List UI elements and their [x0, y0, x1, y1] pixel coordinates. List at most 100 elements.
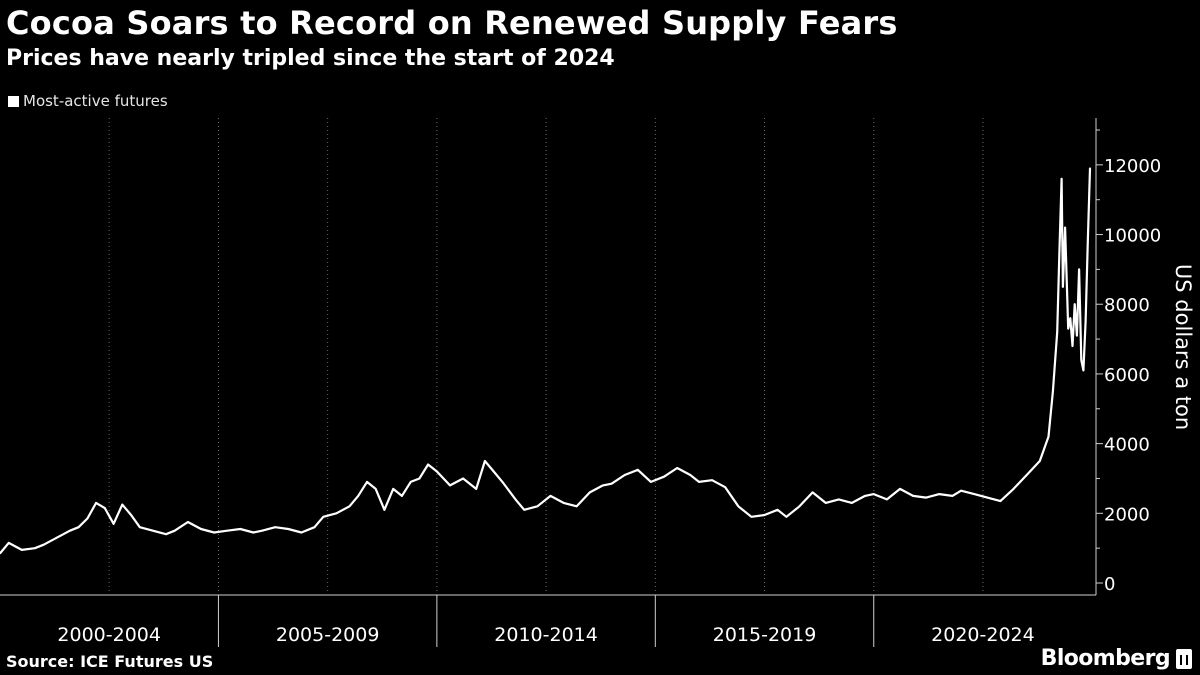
data-point — [650, 481, 652, 483]
data-point — [213, 531, 216, 534]
data-point — [636, 468, 639, 471]
chart-title: Cocoa Soars to Record on Renewed Supply … — [6, 4, 898, 42]
data-point — [575, 505, 578, 508]
data-point — [698, 481, 700, 483]
data-point — [401, 495, 403, 497]
data-point — [322, 515, 325, 518]
data-point — [239, 528, 242, 530]
bloomberg-terminal-icon — [1176, 648, 1192, 669]
data-point — [95, 502, 97, 504]
data-point — [960, 489, 962, 492]
data-point — [562, 502, 565, 504]
data-point — [514, 498, 517, 501]
data-point — [492, 470, 495, 473]
x-period-label: 2020-2024 — [931, 624, 1035, 646]
data-point — [1012, 488, 1015, 490]
data-point — [7, 542, 10, 544]
data-point — [112, 522, 115, 525]
x-period-label: 2005-2009 — [276, 624, 380, 646]
data-point — [811, 491, 814, 494]
data-point — [785, 515, 788, 518]
data-point — [837, 498, 840, 501]
y-tick-label: 6000 — [1104, 365, 1150, 386]
data-point — [851, 502, 853, 504]
data-point — [287, 528, 290, 530]
source-note: Source: ICE Futures US — [6, 652, 214, 671]
data-point — [1073, 303, 1076, 306]
data-point — [602, 484, 604, 487]
data-point — [549, 495, 552, 497]
data-point — [750, 515, 753, 518]
brand: Bloomberg — [1041, 646, 1192, 671]
data-point — [1052, 390, 1054, 393]
data-point — [1047, 435, 1050, 438]
data-point — [300, 531, 303, 534]
data-point — [951, 495, 954, 497]
data-point — [1084, 320, 1087, 323]
data-point — [689, 474, 692, 476]
axis-layer: 2000-2004 2005-2009 2010-2014 2015-2019 2020… — [0, 118, 1161, 647]
data-point — [1056, 331, 1059, 333]
data-point — [1067, 327, 1070, 330]
data-point — [1082, 369, 1085, 372]
data-point — [1071, 345, 1074, 347]
data-point — [1025, 474, 1028, 476]
data-point — [252, 531, 255, 534]
data-point — [872, 493, 875, 495]
data-point — [313, 526, 316, 529]
data-point — [436, 470, 438, 473]
data-point — [383, 508, 386, 511]
data-point — [418, 477, 421, 480]
data-point — [737, 505, 740, 508]
series-line-0 — [0, 168, 1092, 555]
data-point — [1060, 177, 1063, 180]
data-point — [427, 463, 429, 466]
data-point — [1064, 226, 1066, 229]
data-point — [475, 488, 478, 490]
data-point — [462, 477, 464, 480]
data-point — [374, 488, 377, 490]
data-point — [409, 481, 412, 483]
data-point — [999, 500, 1002, 502]
y-axis-label: US dollars a ton — [1171, 264, 1195, 430]
data-point — [912, 495, 914, 497]
data-point — [925, 496, 928, 499]
data-point — [103, 507, 106, 509]
data-point — [1069, 317, 1072, 320]
data-point — [536, 505, 539, 508]
data-point — [366, 481, 368, 483]
data-point — [864, 495, 866, 497]
data-point — [899, 488, 901, 490]
grid-layer — [108, 118, 984, 593]
x-period-label: 2000-2004 — [57, 624, 161, 646]
data-point — [121, 503, 124, 506]
data-point — [986, 496, 989, 499]
data-point — [0, 552, 1, 555]
y-tick-label: 2000 — [1104, 504, 1150, 525]
data-point — [886, 498, 888, 501]
data-point — [523, 508, 526, 511]
data-point — [824, 502, 827, 504]
data-point — [1058, 251, 1061, 253]
y-tick-label: 10000 — [1104, 226, 1161, 247]
data-point — [130, 514, 133, 516]
data-point — [357, 495, 360, 497]
data-point — [348, 505, 351, 508]
data-point — [1078, 268, 1080, 271]
data-point — [69, 529, 71, 532]
data-point — [200, 528, 202, 530]
data-point — [20, 549, 23, 551]
data-point — [187, 521, 189, 523]
data-point — [226, 529, 229, 532]
data-point — [1089, 167, 1091, 170]
legend-swatch — [8, 95, 19, 107]
data-point — [484, 460, 486, 462]
data-point — [1086, 240, 1089, 243]
data-point — [34, 547, 36, 550]
data-point — [42, 543, 45, 546]
data-point — [152, 529, 154, 532]
data-point — [711, 479, 713, 482]
data-point — [1062, 285, 1064, 288]
y-tick-label: 4000 — [1104, 435, 1150, 456]
